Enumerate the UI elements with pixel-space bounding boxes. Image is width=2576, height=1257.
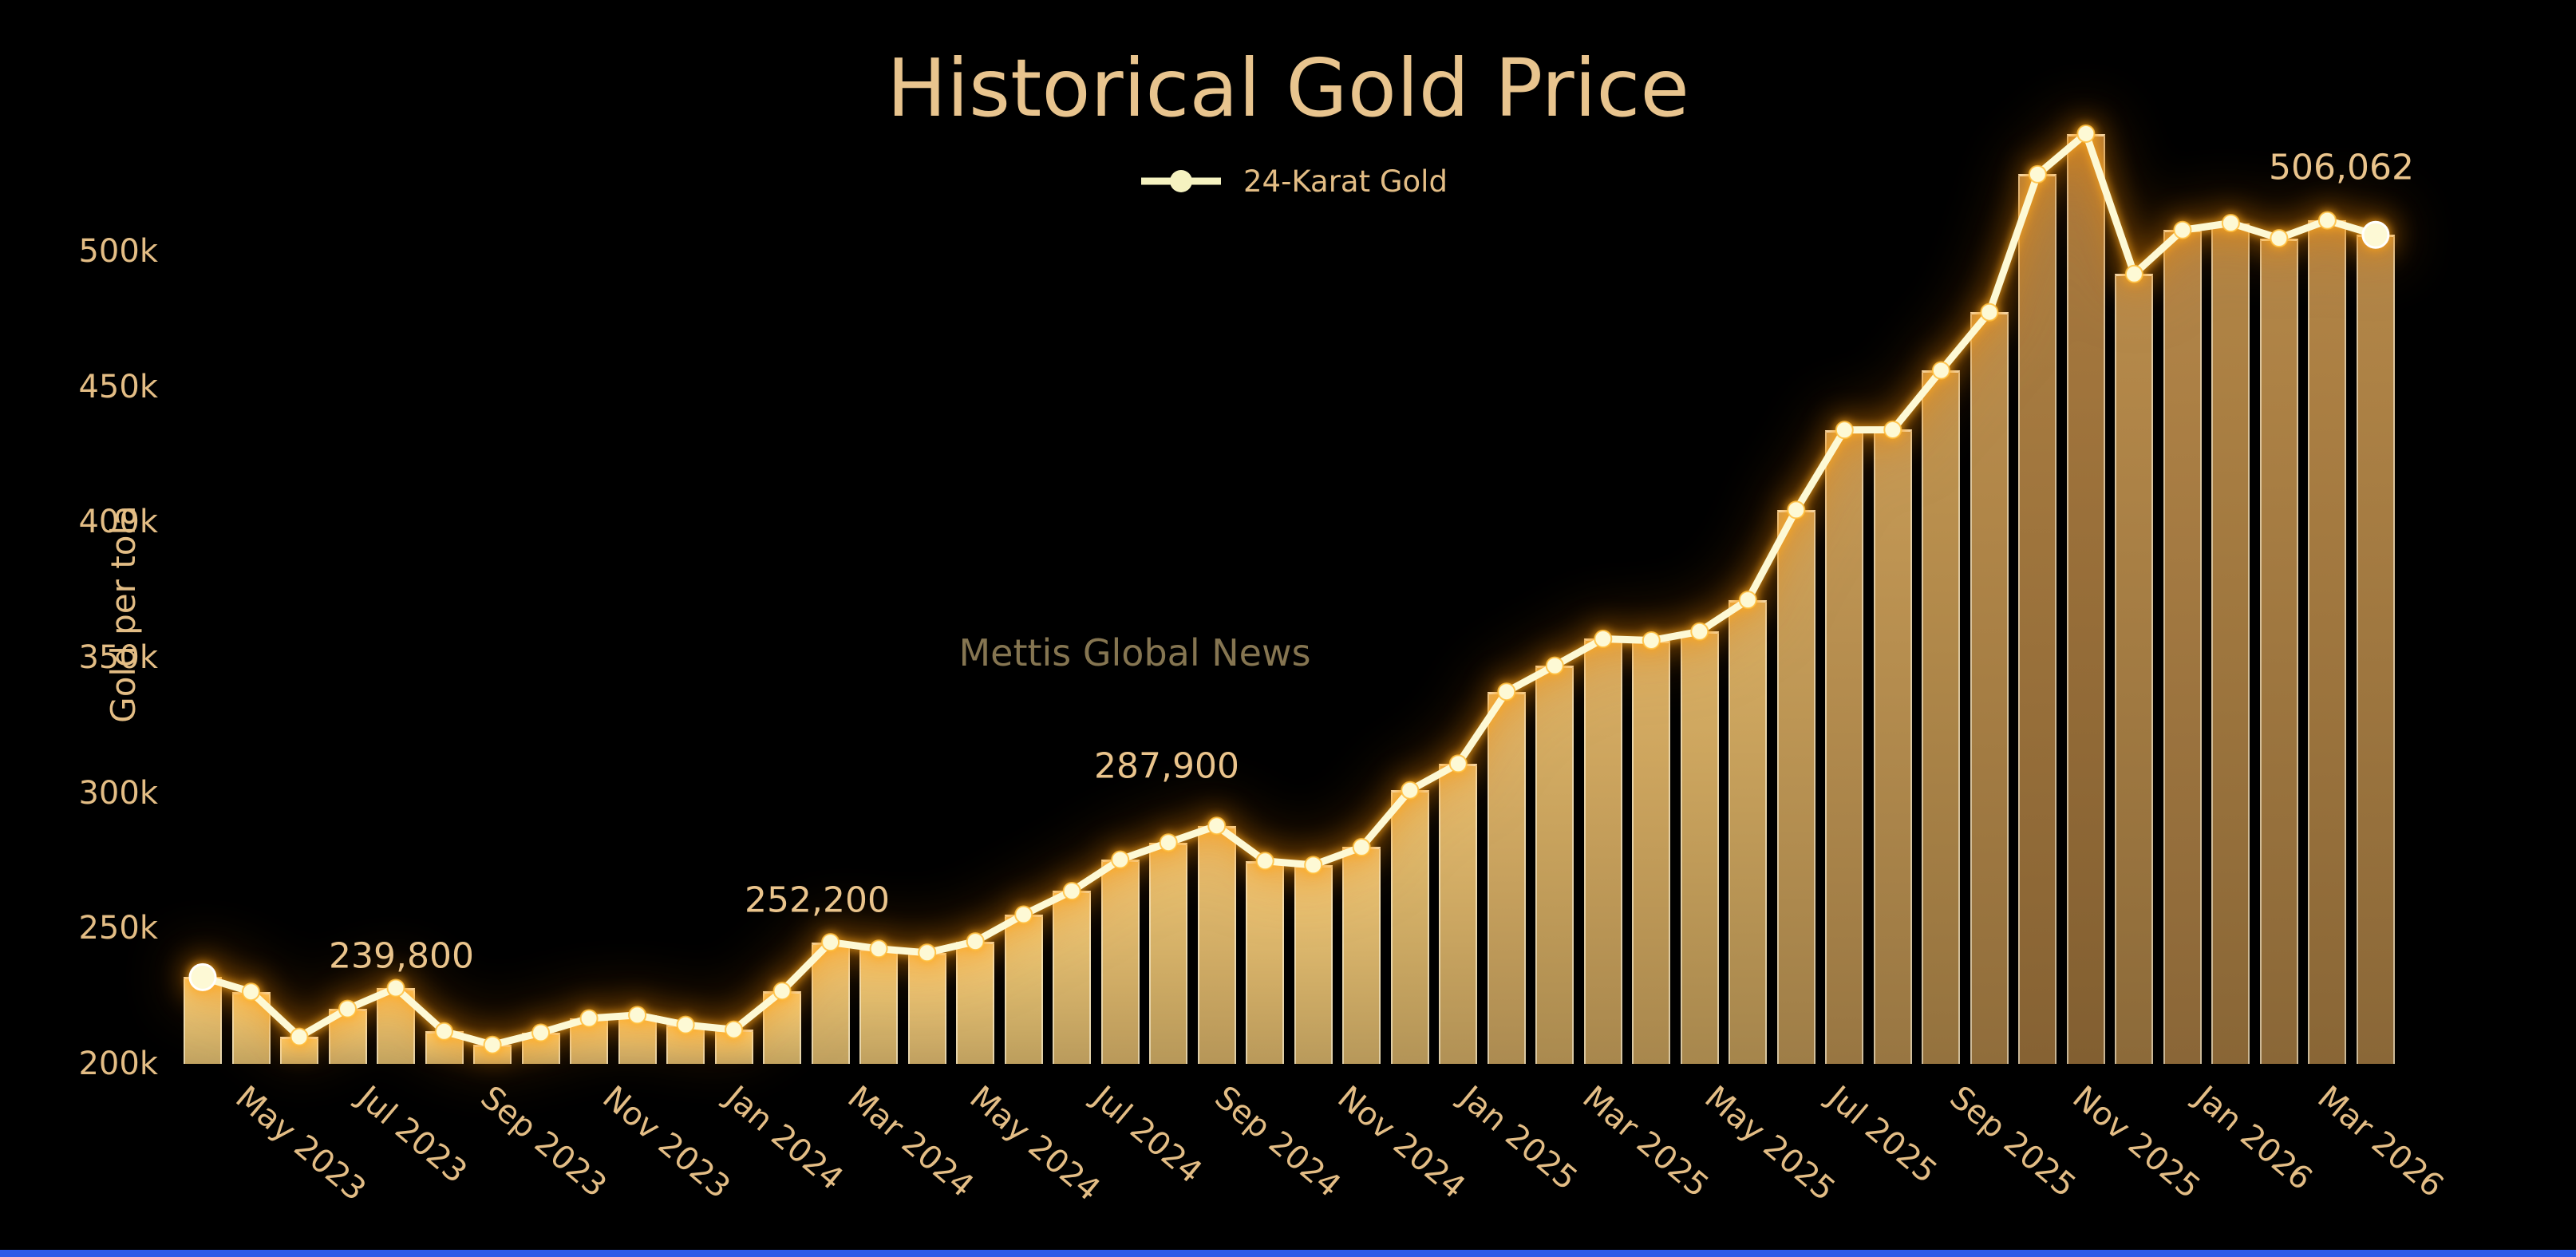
data-point-marker[interactable] [188, 963, 217, 991]
data-point-marker[interactable] [676, 1015, 695, 1034]
data-point-marker[interactable] [579, 1009, 599, 1028]
y-tick-label: 250k [78, 910, 158, 947]
bar[interactable] [2308, 220, 2347, 1064]
data-point-marker[interactable] [2173, 220, 2192, 239]
data-point-marker[interactable] [772, 982, 792, 1001]
bar[interactable] [1632, 640, 1671, 1064]
data-label-annotation: 506,062 [2269, 147, 2414, 188]
bar[interactable] [1970, 312, 2009, 1064]
data-point-marker[interactable] [338, 999, 357, 1018]
bar[interactable] [1439, 763, 1478, 1064]
data-label-annotation: 252,200 [745, 880, 890, 921]
data-point-marker[interactable] [2124, 264, 2143, 283]
data-point-marker[interactable] [242, 982, 260, 1002]
data-point-marker[interactable] [1642, 631, 1661, 650]
bottom-accent-bar [0, 1250, 2576, 1257]
y-tick-label: 500k [78, 232, 158, 270]
data-point-marker[interactable] [1352, 838, 1371, 856]
bar[interactable] [1583, 638, 1622, 1064]
data-point-marker[interactable] [1787, 500, 1806, 520]
bar[interactable] [2356, 235, 2395, 1064]
legend-item[interactable]: 24-Karat Gold [1140, 164, 1448, 199]
bar[interactable] [1197, 825, 1236, 1064]
data-point-marker[interactable] [1401, 781, 1420, 800]
data-point-marker[interactable] [435, 1022, 453, 1041]
data-label-annotation: 239,800 [329, 935, 474, 977]
legend-label: 24-Karat Gold [1243, 164, 1448, 199]
bar[interactable] [2018, 174, 2057, 1064]
data-point-marker[interactable] [2317, 211, 2337, 230]
y-tick-label: 200k [78, 1046, 158, 1082]
data-point-marker[interactable] [869, 939, 888, 959]
bar[interactable] [1729, 599, 1768, 1064]
data-point-marker[interactable] [628, 1006, 647, 1025]
data-point-marker[interactable] [1014, 905, 1033, 924]
data-point-marker[interactable] [1448, 754, 1468, 773]
data-point-marker[interactable] [821, 933, 840, 952]
bar[interactable] [2259, 238, 2298, 1064]
bar[interactable] [1487, 691, 1526, 1064]
data-point-marker[interactable] [290, 1027, 309, 1046]
data-point-marker[interactable] [483, 1035, 502, 1054]
data-point-marker[interactable] [386, 978, 405, 998]
data-point-marker[interactable] [966, 932, 985, 951]
data-point-marker[interactable] [1738, 591, 1757, 610]
data-point-marker[interactable] [1207, 816, 1227, 836]
bar[interactable] [907, 952, 946, 1064]
bar[interactable] [1825, 429, 1864, 1064]
bar[interactable] [1680, 631, 1719, 1064]
bar[interactable] [1053, 891, 1092, 1064]
data-point-marker[interactable] [1835, 421, 1854, 440]
data-point-marker[interactable] [2076, 125, 2096, 143]
bar[interactable] [2163, 230, 2202, 1064]
data-point-marker[interactable] [1062, 882, 1081, 900]
price-line [199, 130, 2380, 1049]
bar[interactable] [2211, 223, 2250, 1064]
data-point-marker[interactable] [1931, 361, 1950, 380]
data-point-marker[interactable] [1497, 682, 1516, 702]
y-tick-label: 450k [78, 368, 158, 405]
data-point-marker[interactable] [1111, 850, 1130, 869]
data-point-marker[interactable] [1980, 302, 1999, 322]
bar[interactable] [1100, 860, 1140, 1064]
data-point-marker[interactable] [2361, 220, 2390, 249]
data-point-marker[interactable] [1545, 656, 1564, 675]
data-point-marker[interactable] [2221, 214, 2240, 232]
data-point-marker[interactable] [1159, 833, 1178, 852]
watermark: Mettis Global News [958, 631, 1311, 674]
data-point-marker[interactable] [1883, 421, 1902, 439]
data-point-marker[interactable] [2028, 164, 2047, 184]
data-point-marker[interactable] [2270, 229, 2289, 247]
data-point-marker[interactable] [531, 1023, 551, 1042]
data-label-annotation: 287,900 [1094, 745, 1239, 787]
bar[interactable] [1342, 847, 1381, 1064]
chart-title: Historical Gold Price [887, 42, 1689, 135]
bar[interactable] [184, 977, 222, 1064]
data-point-marker[interactable] [725, 1020, 744, 1039]
legend-line-icon [1141, 170, 1221, 192]
bar[interactable] [1776, 509, 1815, 1064]
bar[interactable] [1149, 842, 1188, 1064]
data-point-marker[interactable] [918, 943, 937, 963]
bar[interactable] [2115, 274, 2154, 1064]
data-point-marker[interactable] [1255, 852, 1274, 871]
y-tick-label: 300k [78, 774, 158, 812]
bar[interactable] [1922, 370, 1961, 1064]
data-point-marker[interactable] [1690, 622, 1709, 641]
y-tick-label: 350k [78, 638, 158, 676]
y-tick-label: 400k [78, 504, 158, 541]
data-point-marker[interactable] [1594, 630, 1613, 648]
bar[interactable] [1873, 429, 1912, 1064]
data-point-marker[interactable] [1304, 856, 1323, 875]
price-line-glow-group [188, 125, 2390, 1054]
bar[interactable] [1004, 914, 1043, 1064]
